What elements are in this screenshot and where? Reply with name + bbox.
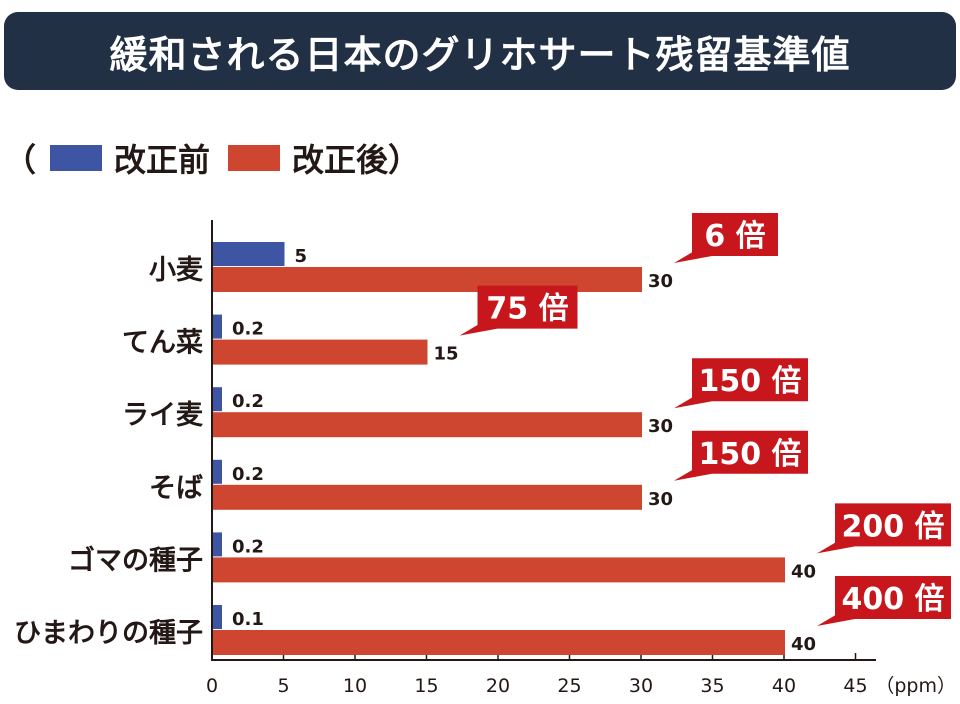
x-tick-label: 10 [343,675,367,697]
bar-after [213,630,785,655]
x-tick-label: 20 [486,675,510,697]
bar-after [213,267,642,292]
multiplier-callout [674,430,808,481]
multiplier-callout [674,358,808,409]
x-tick-label: 30 [629,675,653,697]
chart-title: 緩和される日本のグリホサート残留基準値 [109,32,851,77]
legend-open-paren: （ [4,141,37,179]
legend-swatch-before [50,145,103,171]
legend-swatch-after [228,145,281,171]
bar-after-value-label: 40 [791,634,816,655]
legend-label-before: 改正前 [114,141,211,179]
category-label: ひまわりの種子 [14,618,203,649]
bar-before [213,605,222,629]
bar-before [213,387,222,412]
x-tick-label: 40 [772,675,796,697]
bar-after-value-label: 30 [648,489,673,510]
x-tick-label: 25 [557,675,581,697]
bar-before-value-label: 0.1 [232,609,264,630]
bar-after [213,339,428,365]
bar-before [213,314,222,339]
bar-before [213,242,285,266]
bar-after [213,412,642,438]
category-label: ゴマの種子 [68,544,203,576]
bar-before [213,459,222,484]
x-tick-label: 45 [843,675,867,697]
multiplier-callout [674,213,778,263]
bar-before [213,532,222,557]
bar-after [213,557,785,583]
category-label: そば [149,473,203,504]
bar-after-value-label: 30 [648,416,673,437]
title-banner: 緩和される日本のグリホサート残留基準値 [4,12,956,90]
x-tick-label: 35 [700,675,724,697]
x-axis-unit-label: （ppm） [875,675,956,697]
x-tick-label: 0 [206,675,218,697]
multiplier-callout [817,576,951,626]
multiplier-callout [817,503,951,554]
bar-after-value-label: 40 [791,561,816,582]
multiplier-callout [459,285,578,336]
bar-before-value-label: 0.2 [232,391,264,412]
category-label: 小麦 [149,255,204,286]
legend-close-paren: ） [388,141,421,179]
multiplier-callout-text: 75 倍 [486,292,568,327]
category-label: てん菜 [122,328,203,359]
bar-after [213,484,642,510]
multiplier-callout-text: 6 倍 [704,219,765,254]
multiplier-callout-text: 150 倍 [698,364,801,399]
bar-before-value-label: 0.2 [232,536,264,557]
x-tick-label: 15 [414,675,438,697]
category-label: ライ麦 [122,400,204,431]
x-tick-label: 5 [277,675,289,697]
legend: （ 改正前 改正後 ） [4,136,420,180]
bar-after-value-label: 15 [434,344,459,365]
bar-after-value-label: 30 [648,271,673,292]
multiplier-callout-text: 400 倍 [841,582,944,617]
multiplier-callout-text: 150 倍 [698,437,801,472]
bar-before-value-label: 0.2 [232,319,264,340]
multiplier-callout-text: 200 倍 [841,509,944,544]
legend-label-after: 改正後 [292,141,389,179]
bar-before-value-label: 5 [295,246,308,267]
bar-before-value-label: 0.2 [232,464,264,485]
